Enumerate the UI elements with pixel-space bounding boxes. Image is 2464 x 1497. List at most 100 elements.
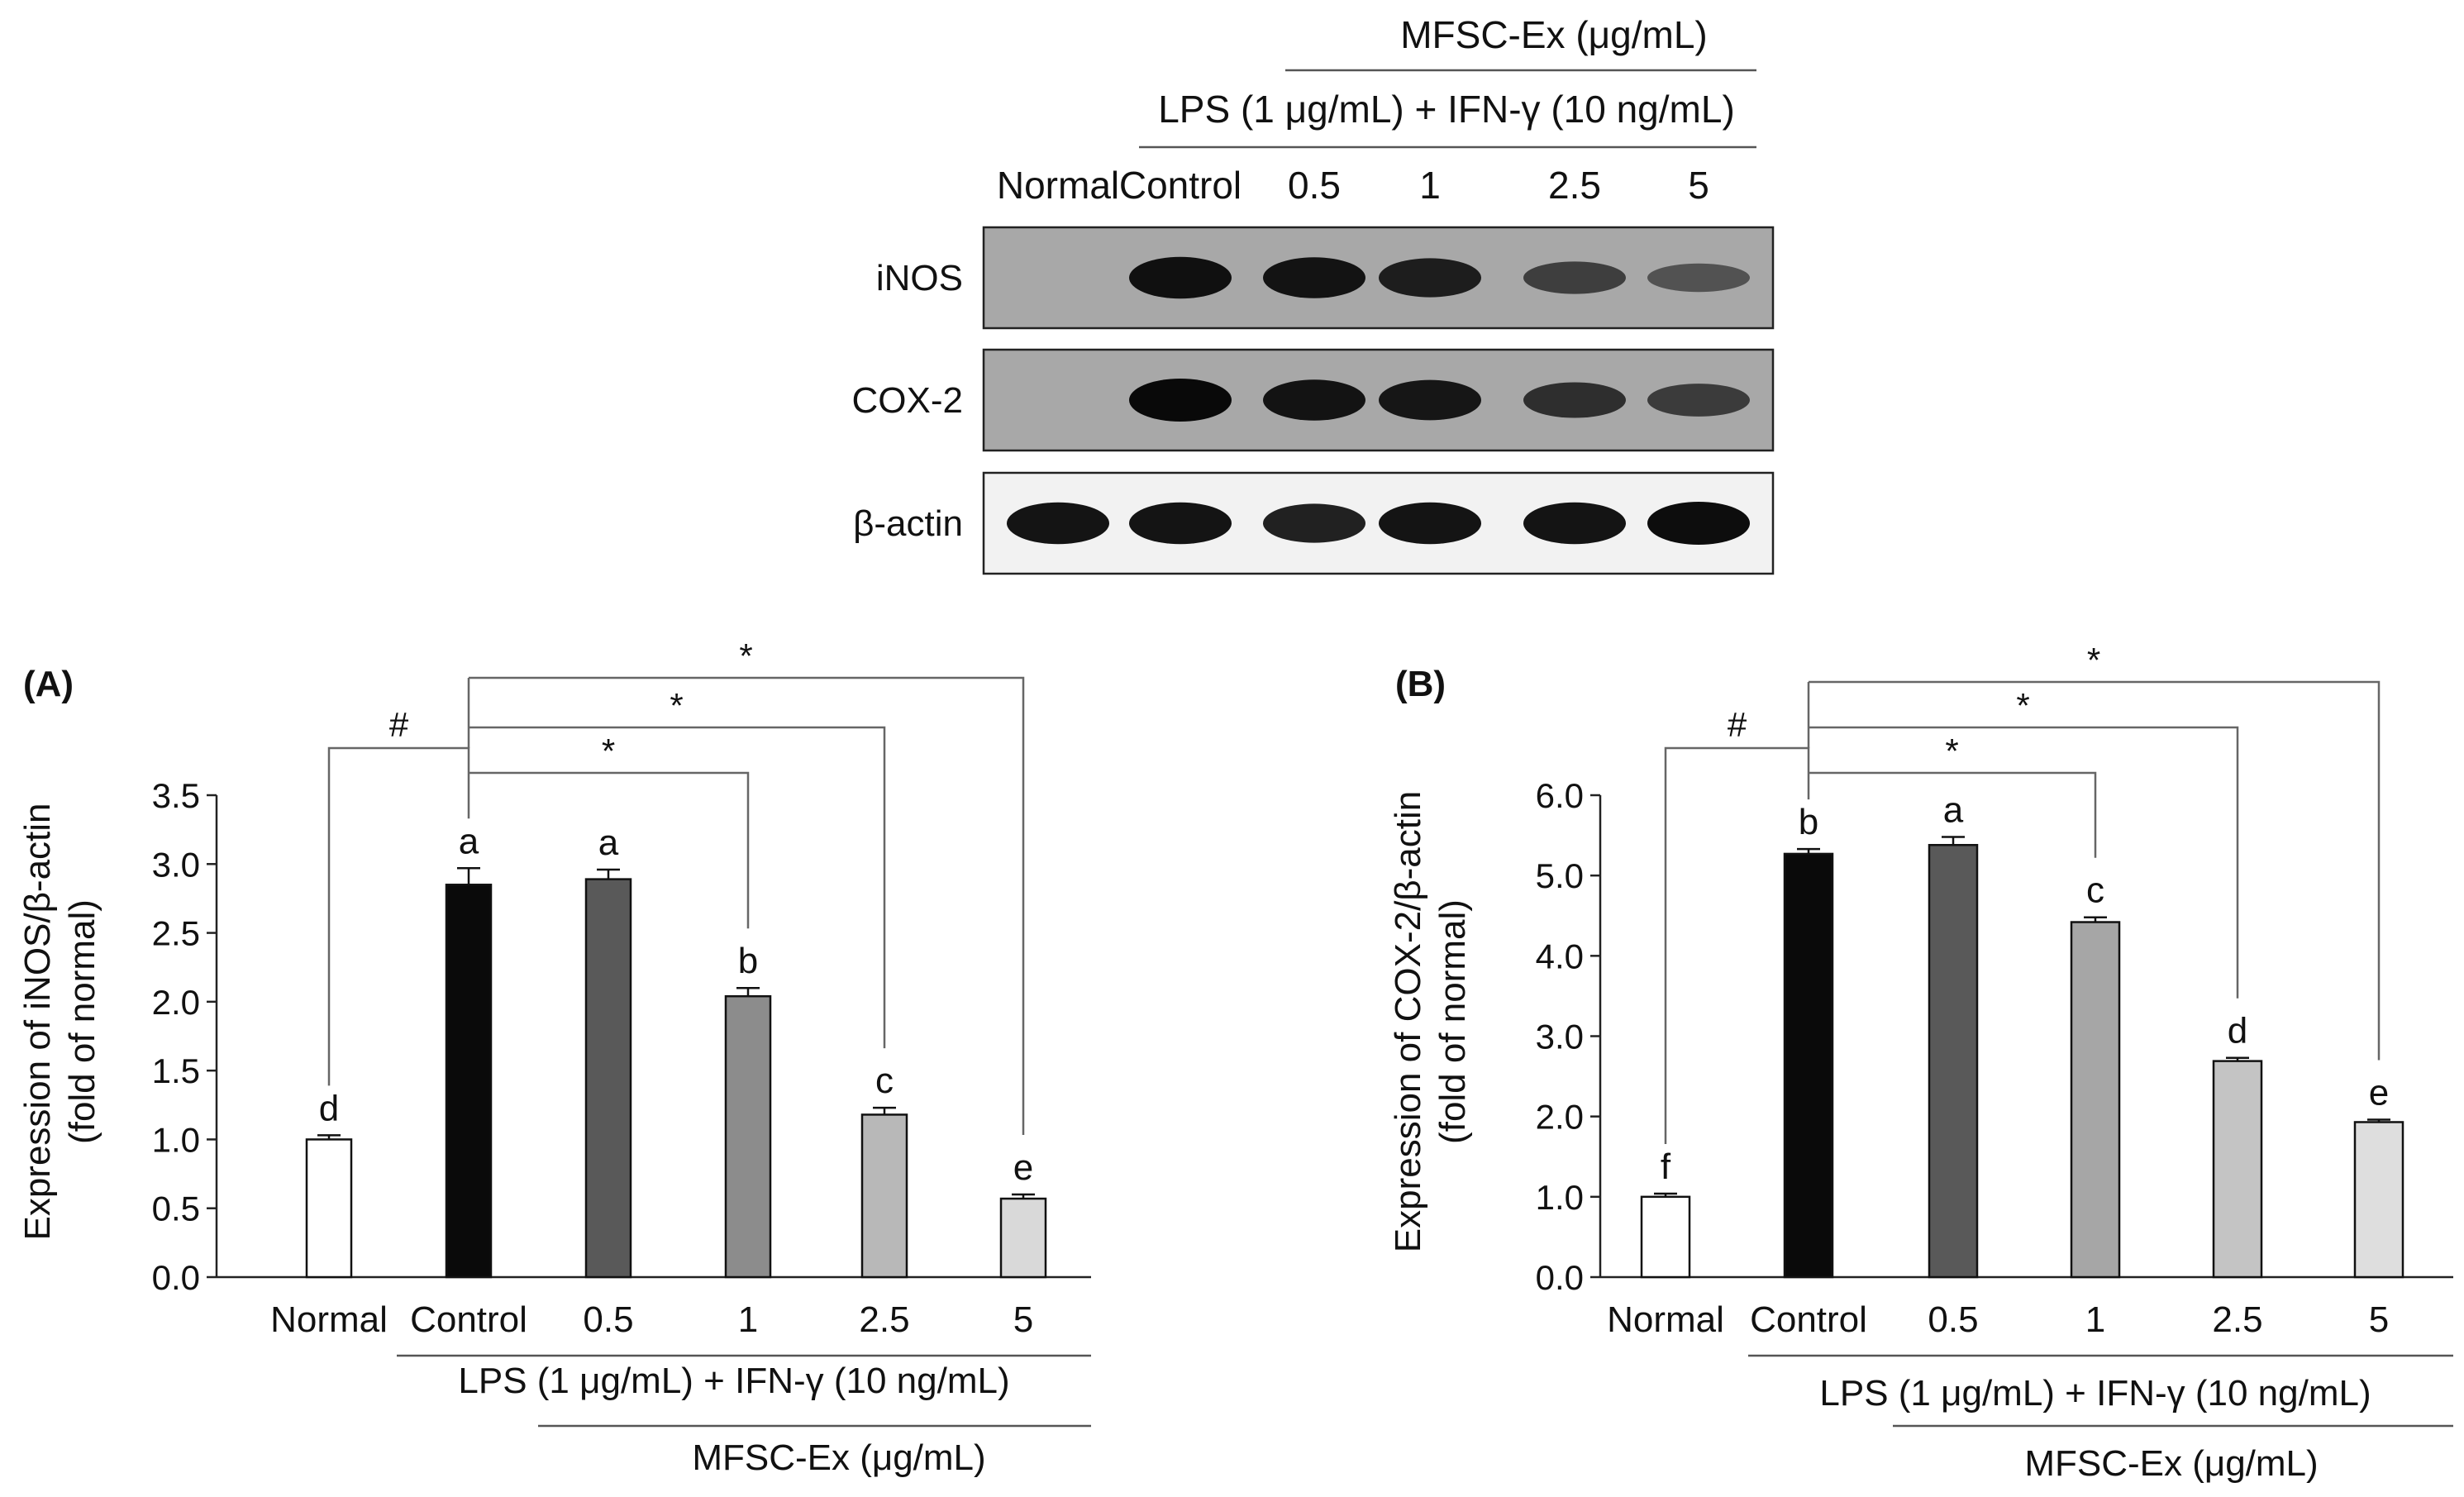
chart-a-group-lps: LPS (1 μg/mL) + IFN-γ (10 ng/mL) (458, 1361, 1009, 1401)
blot-band (1647, 263, 1750, 293)
x-tick-label: Control (1750, 1299, 1867, 1340)
y-tick-label: 0.0 (1536, 1258, 1584, 1297)
bar (305, 1138, 353, 1279)
x-tick-label: Normal (270, 1299, 388, 1340)
significance-letter: c (2086, 870, 2104, 911)
blot-lane-label: 2.5 (1548, 164, 1601, 207)
chart-b-group-mfsc: MFSC-Ex (μg/mL) (2024, 1443, 2318, 1484)
bar (860, 1113, 908, 1279)
blot-band (1263, 379, 1365, 421)
blot-row-label: iNOS (876, 258, 963, 298)
bar (999, 1197, 1047, 1279)
significance-letter: e (1013, 1147, 1033, 1188)
chart-b-ylabel-line1: Expression of COX-2/β-actin (1388, 791, 1428, 1252)
sig-star: * (1945, 732, 1958, 770)
blot-row-frame (982, 348, 1775, 452)
bracket-hash (327, 746, 470, 1086)
y-tick-label: 0.0 (152, 1258, 200, 1297)
x-tick-label: 5 (1013, 1299, 1033, 1340)
bar (2353, 1121, 2404, 1279)
blot-row-label: COX-2 (852, 380, 963, 421)
blot-lane-label: 5 (1688, 164, 1709, 207)
x-tick-label: Normal (1607, 1299, 1724, 1340)
y-tick-label: 0.5 (152, 1189, 200, 1228)
significance-letter: a (459, 821, 479, 861)
bar (724, 994, 772, 1279)
significance-letter: c (875, 1061, 894, 1101)
y-tick-label: 3.0 (1536, 1018, 1584, 1056)
blot-band (1523, 502, 1626, 545)
y-tick-label: 6.0 (1536, 776, 1584, 815)
significance-letter: e (2369, 1073, 2389, 1113)
y-tick-label: 4.0 (1536, 937, 1584, 975)
x-tick-label: 0.5 (583, 1299, 633, 1340)
bracket-star (1809, 680, 2381, 1061)
y-tick-label: 2.5 (152, 914, 200, 953)
significance-letter: d (319, 1088, 339, 1128)
blot-lane-labels: Normal Control 0.5 1 2.5 5 (997, 164, 1709, 207)
y-tick-label: 1.5 (152, 1051, 200, 1090)
significance-letter: f (1661, 1147, 1671, 1187)
blot-band (1263, 503, 1365, 543)
bar (1783, 852, 1834, 1279)
significance-letter: d (2228, 1011, 2247, 1051)
x-tick-label: 0.5 (1928, 1299, 1978, 1340)
blot-rows: iNOS COX-2 β-actin (852, 226, 1775, 575)
chart-b: (B) Expression of COX-2/β-actin (fold of… (1388, 641, 2453, 1484)
blot-band (1007, 502, 1109, 545)
blot-band (1523, 261, 1626, 294)
sig-star: * (670, 686, 683, 725)
sig-star: * (739, 636, 752, 675)
bracket-star (1809, 726, 2239, 999)
bracket-star (1809, 771, 2097, 858)
y-tick-label: 2.0 (152, 983, 200, 1022)
sig-star: * (2016, 686, 2029, 725)
chart-a-panel-label: (A) (23, 664, 74, 704)
sig-hash: # (389, 705, 409, 744)
blot-header-lps: LPS (1 μg/mL) + IFN-γ (10 ng/mL) (1158, 88, 1735, 131)
blot-header-mfsc: MFSC-Ex (μg/mL) (1400, 13, 1708, 56)
blot-lane-label: Control (1119, 164, 1242, 207)
y-tick-label: 3.5 (152, 776, 200, 815)
blot-band (1523, 382, 1626, 418)
blot-band (1379, 379, 1481, 421)
blot-band (1647, 502, 1750, 545)
y-tick-label: 2.0 (1536, 1098, 1584, 1137)
chart-b-panel-label: (B) (1395, 664, 1446, 704)
blot-lane-label: 0.5 (1288, 164, 1341, 207)
y-tick-label: 1.0 (1536, 1178, 1584, 1217)
sig-star: * (602, 732, 615, 770)
blot-band (1263, 257, 1365, 298)
blot-band (1647, 384, 1750, 417)
bracket-star (469, 771, 750, 929)
x-tick-label: Control (410, 1299, 527, 1340)
sig-star: * (2087, 641, 2100, 679)
bar (1928, 843, 1979, 1279)
blot-lane-label: Normal (997, 164, 1119, 207)
x-tick-label: 5 (2369, 1299, 2389, 1340)
significance-letter: a (598, 822, 619, 863)
sig-hash: # (1728, 705, 1747, 744)
x-tick-label: 1 (2085, 1299, 2105, 1340)
x-tick-label: 2.5 (859, 1299, 909, 1340)
bar (2070, 921, 2121, 1279)
bar (584, 878, 632, 1279)
blot-band (1129, 502, 1232, 545)
bar (445, 884, 493, 1279)
x-tick-label: 2.5 (2212, 1299, 2262, 1340)
bar (1640, 1195, 1691, 1279)
chart-a-group-mfsc: MFSC-Ex (μg/mL) (692, 1437, 985, 1478)
chart-b-group-lps: LPS (1 μg/mL) + IFN-γ (10 ng/mL) (1819, 1373, 2371, 1414)
bracket-star (469, 676, 1025, 1136)
significance-letter: b (1799, 802, 1818, 842)
significance-letter: b (738, 941, 758, 981)
blot-band (1379, 502, 1481, 545)
chart-a-ylabel-line1: Expression of iNOS/β-actin (17, 803, 58, 1240)
bracket-star (469, 726, 886, 1049)
significance-letter: a (1943, 790, 1964, 831)
chart-b-plot: 0.0 1.0 2.0 3.0 4.0 5.0 6.0 f Normal b Control a 0.5… (1536, 641, 2453, 1428)
blot-lane-label: 1 (1419, 164, 1441, 207)
blot-band (1129, 256, 1232, 299)
x-tick-label: 1 (738, 1299, 758, 1340)
